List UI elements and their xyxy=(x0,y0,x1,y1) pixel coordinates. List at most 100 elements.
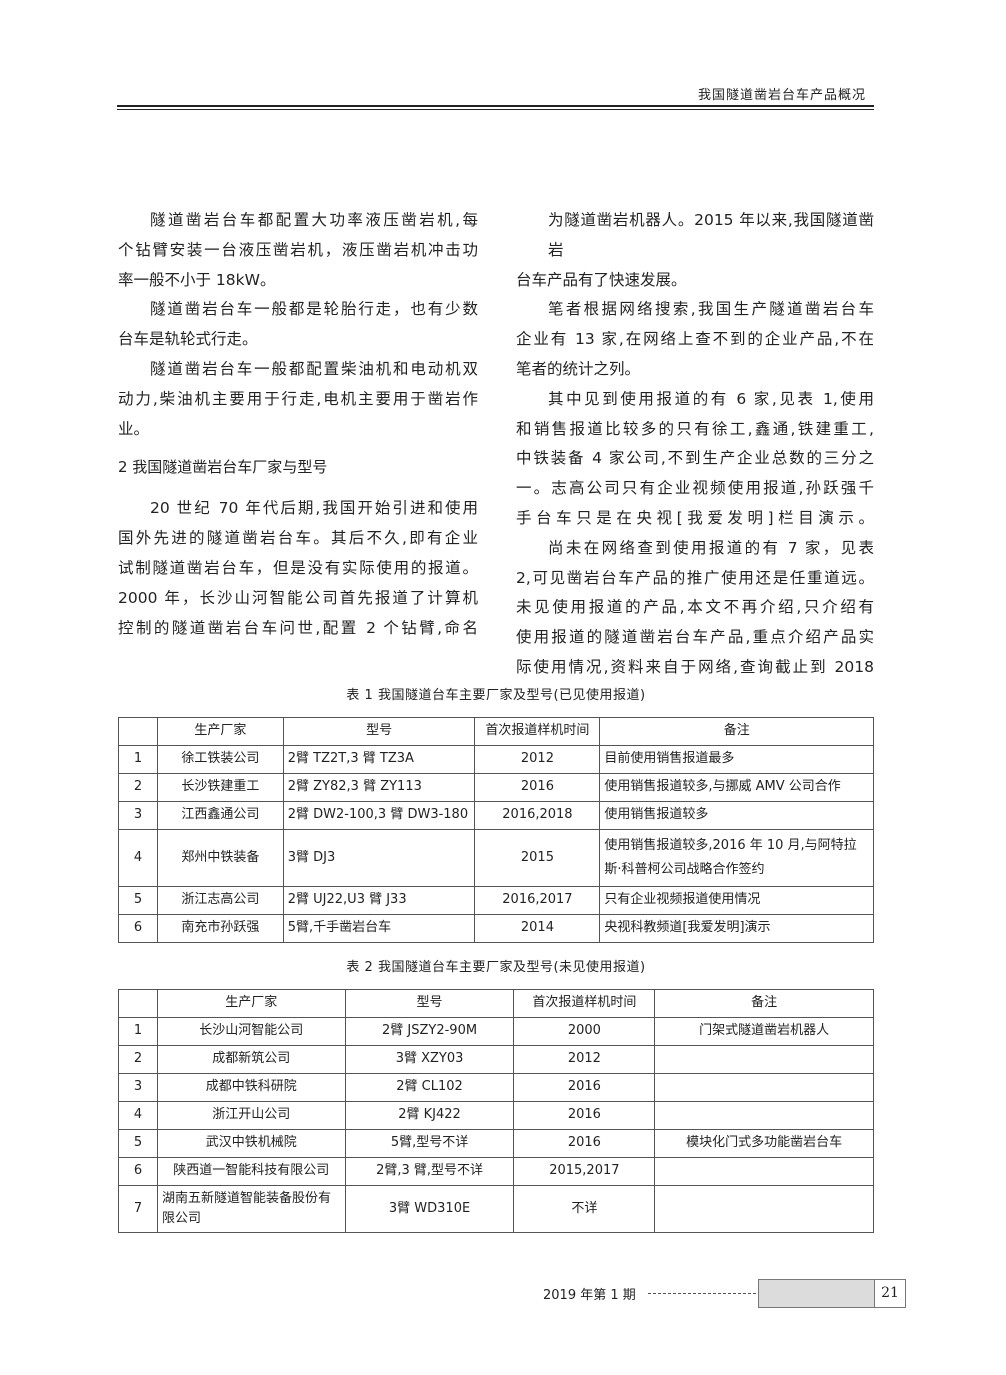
paragraph-line: 一。志高公司只有企业视频使用报道,孙跃强千 xyxy=(516,479,874,498)
table1-caption: 表 1 我国隧道台车主要厂家及型号(已见使用报道) xyxy=(346,687,646,703)
paragraph-line: 尚未在网络查到使用报道的有 7 家，见表 xyxy=(548,538,874,557)
table-cell: 不详 xyxy=(513,1184,656,1233)
table-cell xyxy=(654,1156,874,1186)
table-cell: 5臂,千手凿岩台车 xyxy=(282,913,476,943)
table-row: 4 浙江开山公司 2臂 KJ422 2016 xyxy=(118,1100,874,1130)
table-row: 1 长沙山河智能公司 2臂 JSZY2-90M 2000 门架式隧道凿岩机器人 xyxy=(118,1016,874,1046)
column-header: 首次报道样机时间 xyxy=(474,716,601,746)
table-cell: 3臂 WD310E xyxy=(344,1184,515,1233)
table-cell: 5 xyxy=(118,1128,158,1158)
table-cell: 陕西道一智能科技有限公司 xyxy=(156,1156,346,1186)
table2-caption: 表 2 我国隧道台车主要厂家及型号(未见使用报道) xyxy=(346,959,646,975)
paragraph-line: 台车产品有了快速发展。 xyxy=(516,270,687,289)
table-cell: 2016 xyxy=(474,772,601,802)
table-cell: 4 xyxy=(118,828,158,887)
paragraph-line: 手台车只是在央视[我爱发明]栏目演示。 xyxy=(516,508,874,527)
table-cell: 3 xyxy=(118,1072,158,1102)
paragraph-line: 动力,柴油机主要用于行走,电机主要用于凿岩作 xyxy=(118,389,478,408)
paragraph-line: 业。 xyxy=(118,419,150,438)
table-cell: 武汉中铁机械院 xyxy=(156,1128,346,1158)
footer-gray-box xyxy=(758,1279,874,1308)
column-header: 生产厂家 xyxy=(156,988,346,1018)
table-cell: 2012 xyxy=(513,1044,656,1074)
paragraph-line: 为隧道凿岩机器人。2015 年以来,我国隧道凿岩 xyxy=(548,211,874,259)
table-cell: 2臂 DW2-100,3 臂 DW3-180 xyxy=(282,800,476,830)
paragraph-line: 个钻臂安装一台液压凿岩机，液压凿岩机冲击功 xyxy=(118,240,478,259)
table-row: 4 郑州中铁装备 3臂 DJ3 2015 使用销售报道较多,2016 年 10 月,与阿… xyxy=(118,828,874,887)
table-cell: 2016 xyxy=(513,1072,656,1102)
table-cell: 目前使用销售报道最多 xyxy=(599,744,874,774)
paragraph-line: 隧道凿岩台车一般都是轮胎行走，也有少数 xyxy=(150,300,478,319)
paragraph-line: 台车是轨轮式行走。 xyxy=(118,330,258,349)
table-cell xyxy=(654,1184,874,1233)
issue-label: 2019 年第 1 期 xyxy=(543,1288,636,1303)
table-cell xyxy=(654,1072,874,1102)
table-cell: 央视科教频道[我爱发明]演示 xyxy=(599,913,874,943)
table-row: 6 陕西道一智能科技有限公司 2臂,3 臂,型号不详 2015,2017 xyxy=(118,1156,874,1186)
paragraph-line: 隧道凿岩台车都配置大功率液压凿岩机,每 xyxy=(150,211,478,229)
table-cell: 2016,2018 xyxy=(474,800,601,830)
table-cell: 长沙铁建重工 xyxy=(156,772,284,802)
table-cell: 浙江志高公司 xyxy=(156,885,284,915)
paragraph-line: 际使用情况,资料来自于网络,查询截止到 2018 xyxy=(516,657,874,676)
table-cell: 成都中铁科研院 xyxy=(156,1072,346,1102)
section-heading: 2 我国隧道凿岩台车厂家与型号 xyxy=(118,458,328,477)
table-cell: 2臂,3 臂,型号不详 xyxy=(344,1156,515,1186)
paragraph-line: 未见使用报道的产品,本文不再介绍,只介绍有 xyxy=(516,598,874,617)
table-cell: 长沙山河智能公司 xyxy=(156,1016,346,1046)
table1: 生产厂家 型号 首次报道样机时间 备注 1 徐工铁装公司 2臂 TZ2T,3 臂 TZ3A 2… xyxy=(118,716,874,943)
table-row: 6 南充市孙跃强 5臂,千手凿岩台车 2014 央视科教频道[我爱发明]演示 xyxy=(118,913,874,943)
column-header xyxy=(118,988,158,1018)
table-cell: 4 xyxy=(118,1100,158,1130)
table2: 生产厂家 型号 首次报道样机时间 备注 1 长沙山河智能公司 2臂 JSZY2-90M 200… xyxy=(118,988,874,1233)
table-row: 3 江西鑫通公司 2臂 DW2-100,3 臂 DW3-180 2016,2018 使用… xyxy=(118,800,874,830)
paragraph-line: 2000 年，长沙山河智能公司首先报道了计算机 xyxy=(118,588,478,607)
column-header xyxy=(118,716,158,746)
table-cell: 郑州中铁装备 xyxy=(156,828,284,887)
table-row: 2 长沙铁建重工 2臂 ZY82,3 臂 ZY113 2016 使用销售报道较多,与挪威… xyxy=(118,772,874,802)
table-cell: 3臂 XZY03 xyxy=(344,1044,515,1074)
table-cell: 2臂 JSZY2-90M xyxy=(344,1016,515,1046)
table-cell: 3臂 DJ3 xyxy=(282,828,476,887)
table-cell: 浙江开山公司 xyxy=(156,1100,346,1130)
header-rule xyxy=(117,105,874,107)
table-cell: 6 xyxy=(118,913,158,943)
right-column: 为隧道凿岩机器人。2015 年以来,我国隧道凿岩 台车产品有了快速发展。 笔者根据网… xyxy=(516,206,874,683)
table-cell: 1 xyxy=(118,1016,158,1046)
header-rule-thin xyxy=(117,109,874,110)
table-cell: 只有企业视频报道使用情况 xyxy=(599,885,874,915)
column-header: 生产厂家 xyxy=(156,716,284,746)
table-cell: 使用销售报道较多,2016 年 10 月,与阿特拉斯·科普柯公司战略合作签约 xyxy=(599,828,874,887)
table-row: 7 湖南五新隧道智能装备股份有限公司 3臂 WD310E 不详 xyxy=(118,1184,874,1233)
table-cell xyxy=(654,1044,874,1074)
footer-dash-rule xyxy=(648,1293,756,1294)
table-cell: 2臂 CL102 xyxy=(344,1072,515,1102)
table-cell: 2臂 TZ2T,3 臂 TZ3A xyxy=(282,744,476,774)
table-cell: 2000 xyxy=(513,1016,656,1046)
table-cell: 门架式隧道凿岩机器人 xyxy=(654,1016,874,1046)
table-row: 5 浙江志高公司 2臂 UJ22,U3 臂 J33 2016,2017 只有企业视频报道… xyxy=(118,885,874,915)
paragraph-line: 20 世纪 70 年代后期,我国开始引进和使用 xyxy=(150,499,478,518)
paragraph-line: 试制隧道凿岩台车，但是没有实际使用的报道。 xyxy=(118,558,478,577)
table-cell: 3 xyxy=(118,800,158,830)
column-header: 首次报道样机时间 xyxy=(513,988,656,1018)
table-cell: 1 xyxy=(118,744,158,774)
paragraph-line: 和销售报道比较多的只有徐工,鑫通,铁建重工, xyxy=(516,419,874,438)
text-columns: 隧道凿岩台车都配置大功率液压凿岩机,每个钻臂安装一台液压凿岩机，液压凿岩机冲击功… xyxy=(118,206,874,683)
table-cell: 使用销售报道较多 xyxy=(599,800,874,830)
table-cell: 2臂 UJ22,U3 臂 J33 xyxy=(282,885,476,915)
page-body: 隧道凿岩台车都配置大功率液压凿岩机,每个钻臂安装一台液压凿岩机，液压凿岩机冲击功… xyxy=(118,206,874,1233)
table-cell: 成都新筑公司 xyxy=(156,1044,346,1074)
table-cell: 5 xyxy=(118,885,158,915)
table-row: 2 成都新筑公司 3臂 XZY03 2012 xyxy=(118,1044,874,1074)
table-cell xyxy=(654,1100,874,1130)
paragraph-line: 国外先进的隧道凿岩台车。其后不久,即有企业 xyxy=(118,529,478,548)
paragraph-line: 其中见到使用报道的有 6 家,见表 1,使用 xyxy=(548,389,874,408)
table-cell: 5臂,型号不详 xyxy=(344,1128,515,1158)
table-row: 1 徐工铁装公司 2臂 TZ2T,3 臂 TZ3A 2012 目前使用销售报道最多 xyxy=(118,744,874,774)
table-cell: 2015,2017 xyxy=(513,1156,656,1186)
paragraph-line: 率一般不小于 18kW。 xyxy=(118,270,276,289)
paragraph-line: 笔者的统计之列。 xyxy=(516,359,641,378)
paragraph-line: 企业有 13 家,在网络上查不到的企业产品,不在 xyxy=(516,330,874,349)
paragraph-line: 使用报道的隧道凿岩台车产品,重点介绍产品实 xyxy=(516,628,874,647)
